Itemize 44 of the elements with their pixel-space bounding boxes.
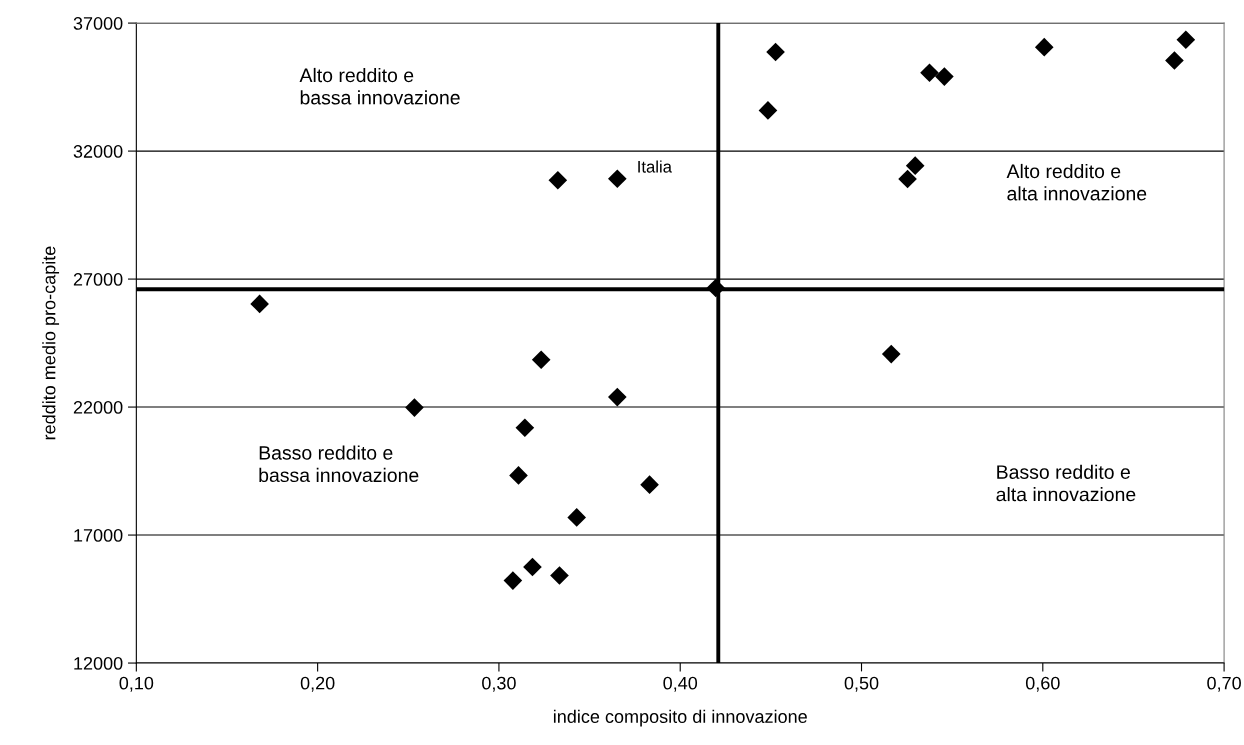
annotation: Alto reddito e alta innovazione [1006, 163, 1147, 201]
point [1165, 51, 1184, 70]
annotation: Alto reddito e bassa innovazione [299, 67, 460, 105]
point [503, 571, 523, 590]
point [898, 169, 917, 189]
point [607, 387, 627, 407]
x-axis-title: indice composito di innovazione [553, 709, 807, 727]
annotation: Basso reddito e bassa innovazione [259, 445, 419, 483]
x-tick-label: 0,50 [844, 676, 879, 692]
point [640, 475, 659, 494]
y-tick-label: 12000 [74, 656, 123, 670]
y-tick-label: 27000 [73, 273, 123, 286]
point [905, 156, 925, 175]
point [1034, 37, 1054, 57]
point [548, 170, 568, 190]
point [706, 278, 726, 298]
point [515, 418, 535, 438]
annotation: Basso reddito e alta innovazione [996, 464, 1136, 502]
point [567, 508, 587, 527]
point [509, 466, 528, 485]
y-tick-label: 32000 [73, 145, 123, 158]
x-tick-label: 0,20 [300, 676, 335, 692]
point [531, 350, 551, 370]
point [250, 294, 269, 314]
point [550, 566, 569, 585]
x-tick-label: 0,40 [663, 676, 698, 692]
y-axis-title: reddito medio pro-capite [42, 246, 60, 440]
point [935, 67, 954, 86]
point [758, 101, 778, 120]
point [607, 169, 627, 189]
y-tick-label: 22000 [73, 401, 123, 414]
x-tick-label: 0,70 [1207, 676, 1241, 692]
point [405, 398, 424, 417]
point [523, 557, 542, 577]
y-tick-label: 37000 [73, 17, 123, 30]
x-tick-label: 0,10 [119, 676, 154, 692]
point [920, 63, 939, 83]
point [1176, 30, 1196, 50]
x-tick-label: 0,60 [1025, 676, 1060, 692]
y-tick-label: 17000 [74, 528, 123, 542]
annotation: Italia [638, 160, 672, 173]
point [766, 42, 785, 62]
point [881, 344, 901, 364]
x-tick-label: 0,30 [482, 676, 516, 692]
